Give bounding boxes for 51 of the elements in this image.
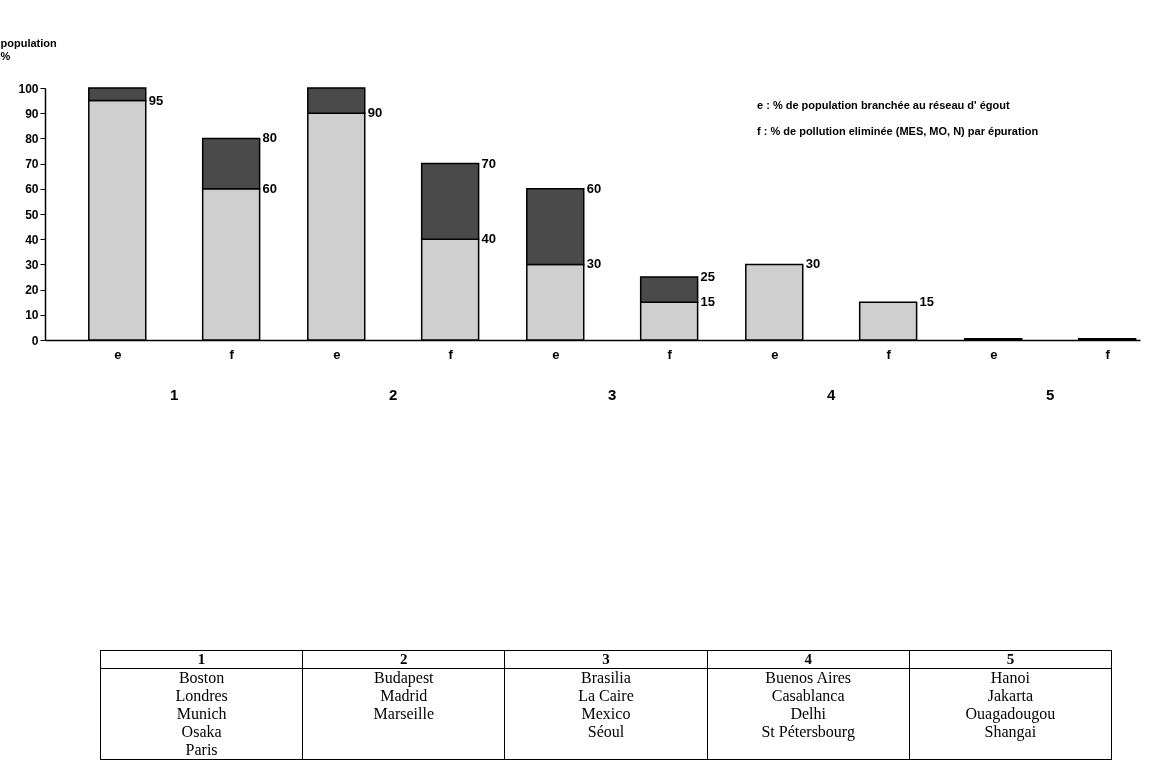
data-label: 15 [919,294,935,310]
y-tick-label: 80 [25,131,39,146]
y-tick-label: 50 [25,207,39,222]
text: 2 [389,386,398,403]
y-tick-label: 100 [18,81,39,96]
x-tick-label: f [229,346,235,362]
x-tick-label: e [333,346,341,362]
x-tick-label: f [886,346,892,362]
x-tick-label: e [552,346,560,362]
total-label: 60 [586,180,602,196]
x-tick-label: f [667,346,673,362]
y-tick-label: 90 [25,106,39,121]
text: Budapest Madrid Marseille [302,668,505,760]
y-tick-label: 60 [25,182,39,197]
total-label: 80 [262,130,278,146]
text: 4 [707,650,910,669]
y-tick-label: 70 [25,157,39,172]
text: 2 [302,650,505,669]
y-tick-label: 10 [25,308,39,323]
text: 3 [504,650,708,669]
data-label: 90 [367,105,383,121]
text: Boston Londres Munich Osaka Paris [100,668,303,760]
data-label: 30 [805,256,821,272]
y-tick-label: 30 [25,257,39,272]
text: Buenos Aires Casablanca Delhi St Pétersbourg [707,668,910,760]
data-label: 30 [586,256,602,272]
x-tick-label: f [1105,346,1111,362]
text: 5 [909,650,1112,669]
data-label: 40 [481,231,497,247]
data-label: 95 [148,92,164,108]
x-tick-label: f [448,346,454,362]
data-label: 15 [700,294,716,310]
text: 5 [1046,386,1055,403]
annotation: e : % de population branchée au réseau d' égout [757,99,1010,111]
text: 4 [827,386,837,403]
text: Hanoi Jakarta Ouagadougou Shangai [909,668,1112,760]
annotation: f : % de pollution eliminée (MES, MO, N) par épuration [757,125,1039,137]
text: 1 [170,386,179,403]
x-tick-label: e [771,346,779,362]
text: Brasilia La Caire Mexico Séoul [504,668,708,760]
y-tick-label: 40 [25,232,39,247]
total-label: 70 [481,155,497,171]
y-axis-title: population % [0,36,57,62]
y-tick-label: 20 [25,283,39,298]
x-tick-label: e [114,346,122,362]
data-label: 60 [262,180,278,196]
text: 1 [100,650,303,669]
total-label: 25 [700,269,716,284]
y-tick-label: 0 [31,333,39,348]
x-tick-label: e [990,346,998,362]
text: 3 [608,386,617,403]
